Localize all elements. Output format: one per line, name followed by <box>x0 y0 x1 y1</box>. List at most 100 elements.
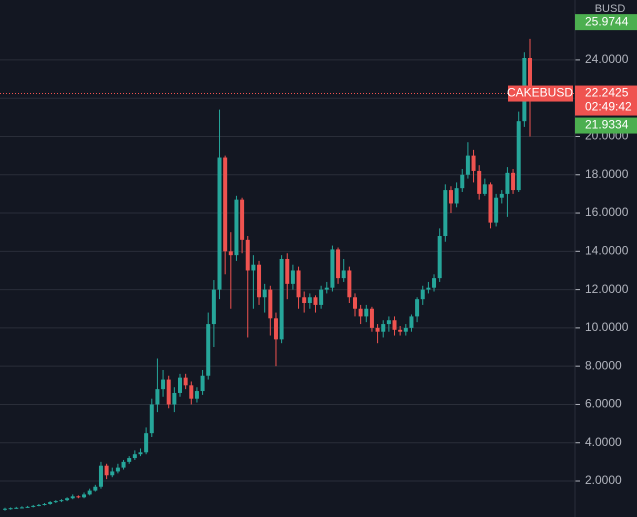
price-marker-box <box>575 14 637 31</box>
candle-body <box>8 508 13 510</box>
candle-body <box>19 507 24 509</box>
candle-body <box>381 324 386 332</box>
candle-body <box>358 308 363 317</box>
candle-body <box>268 289 273 319</box>
candle-body <box>200 375 205 392</box>
candle-body <box>127 458 132 462</box>
candle-body <box>324 287 329 290</box>
candle-body <box>115 467 120 472</box>
candle-body <box>183 377 188 386</box>
candle-body <box>505 172 510 194</box>
candle-body <box>482 184 487 194</box>
candle-body <box>144 433 149 453</box>
candle-body <box>36 504 41 506</box>
candle-body <box>499 193 504 198</box>
candle-body <box>426 287 431 290</box>
candle-body <box>415 299 420 317</box>
candle-body <box>454 188 459 204</box>
candle-body <box>48 502 53 504</box>
candle-body <box>104 465 109 476</box>
symbol-box <box>508 85 573 102</box>
candle-body <box>398 329 403 332</box>
candle-body <box>369 308 374 328</box>
candle-body <box>211 289 216 325</box>
candle-body <box>307 297 312 304</box>
candle-body <box>70 496 75 499</box>
candle-body <box>460 174 465 189</box>
last-price-label: 22.2425 <box>585 86 629 100</box>
candle-body <box>42 503 47 505</box>
candle-body <box>279 258 284 340</box>
candle-body <box>53 501 58 503</box>
candle-body <box>262 289 267 298</box>
candle-body <box>392 320 397 330</box>
candle-body <box>330 249 335 288</box>
candle-body <box>347 270 352 298</box>
candle-body <box>194 391 199 399</box>
candle-body <box>110 471 115 476</box>
candle-body <box>273 318 278 340</box>
candle-body <box>228 251 233 256</box>
currency-label: BUSD <box>595 3 626 15</box>
candle-body <box>240 199 245 240</box>
candle-body <box>375 327 380 332</box>
candle-body <box>511 172 516 191</box>
y-tick-label: 14.0000 <box>585 243 629 257</box>
candle-body <box>172 392 177 405</box>
candle-body <box>336 249 341 279</box>
candle-body <box>302 297 307 304</box>
candle-body <box>341 270 346 279</box>
candle-body <box>121 461 126 468</box>
candle-body <box>471 155 476 171</box>
candle-body <box>189 385 194 399</box>
price-marker-label: 25.9744 <box>585 14 629 28</box>
candle-body <box>528 57 532 94</box>
candle-body <box>245 239 250 271</box>
symbol-label: CAKEBUSD <box>507 86 573 100</box>
candle-body <box>403 327 408 332</box>
candle-body <box>132 454 137 459</box>
y-tick-label: 10.0000 <box>585 320 629 334</box>
candle-body <box>65 498 70 501</box>
candle-body <box>161 379 166 390</box>
candle-body <box>25 506 30 508</box>
candle-body <box>386 320 391 325</box>
candle-body <box>98 465 103 487</box>
y-tick-label: 24.0000 <box>585 52 629 66</box>
candle-body <box>296 270 301 298</box>
candle-body <box>3 508 7 510</box>
candle-body <box>353 297 357 309</box>
candle-body <box>217 157 222 290</box>
candle-body <box>448 190 453 204</box>
y-tick-label: 6.0000 <box>585 397 622 411</box>
candle-body <box>443 190 448 237</box>
candle-body <box>409 316 414 328</box>
y-tick-label: 12.0000 <box>585 282 629 296</box>
candle-body <box>437 236 442 279</box>
candle-body <box>149 404 154 434</box>
candle-body <box>465 155 470 175</box>
candle-body <box>290 270 295 284</box>
candle-body <box>313 297 318 305</box>
y-tick-label: 16.0000 <box>585 205 629 219</box>
y-tick-label: 2.0000 <box>585 473 622 487</box>
candle-body <box>420 289 425 300</box>
candle-body <box>93 486 98 491</box>
candle-body <box>178 377 182 393</box>
candle-body <box>364 308 369 317</box>
candle-body <box>257 264 262 298</box>
price-marker-label: 21.9334 <box>585 118 629 132</box>
candle-body <box>31 505 36 507</box>
candle-body <box>477 170 482 194</box>
candle-body <box>206 324 211 376</box>
candle-body <box>76 496 81 498</box>
price-marker-box <box>575 117 637 134</box>
candle-body <box>82 494 87 498</box>
y-tick-label: 18.0000 <box>585 167 629 181</box>
candle-body <box>166 379 171 405</box>
countdown-label: 02:49:42 <box>585 100 632 114</box>
candle-body <box>223 157 228 252</box>
